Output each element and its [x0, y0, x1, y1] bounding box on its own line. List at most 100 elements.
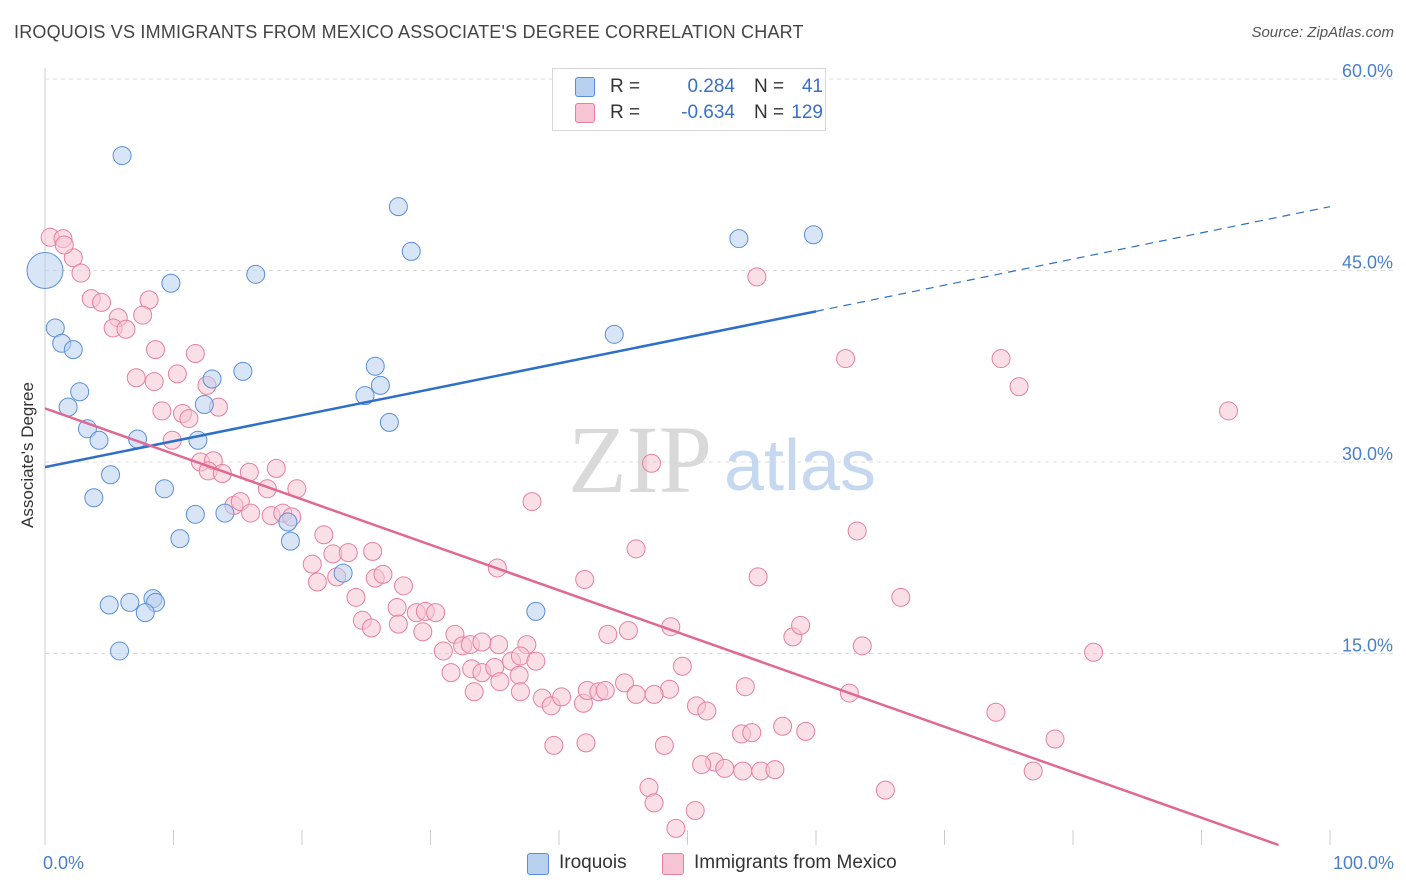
iroquois-point [401, 241, 421, 261]
mexico-point [852, 636, 872, 656]
mexico-point [387, 598, 407, 618]
iroquois-point [101, 465, 121, 485]
mexico-point [742, 723, 762, 743]
mexico-point [146, 340, 166, 360]
trend-lines [44, 206, 1331, 847]
mexico-point [692, 755, 712, 775]
mexico-point [426, 603, 446, 623]
iroquois-point [803, 225, 823, 245]
mexico-point [626, 684, 646, 704]
iroquois-point [355, 386, 375, 406]
mexico-point [598, 624, 618, 644]
mexico-point [71, 263, 91, 283]
tick-labels: 15.0% 30.0% 45.0% 60.0% 0.0% 100.0% [43, 61, 1394, 873]
mexico-point [644, 684, 664, 704]
mexico-point [644, 793, 664, 813]
legend: R = 0.284 N = 41 R = -0.634 N = 129 [552, 68, 826, 131]
mexico-point [510, 682, 530, 702]
mexico-point [167, 364, 187, 384]
mexico-point [1045, 729, 1065, 749]
legend-swatch-pink [575, 103, 595, 123]
legend-n-value: 129 [791, 102, 823, 123]
iroquois-point [110, 641, 130, 661]
iroquois-point [89, 430, 109, 450]
watermark-zip: ZIP [568, 406, 712, 513]
mexico-point [185, 343, 205, 363]
mexico-point [595, 681, 615, 701]
mexico-points [40, 227, 1238, 838]
mexico-point [441, 663, 461, 683]
iroquois-point [333, 563, 353, 583]
mexico-point [773, 716, 793, 736]
legend-swatch-blue [575, 77, 595, 97]
mexico-point [413, 622, 433, 642]
legend-r-label: R = [610, 76, 641, 97]
mexico-point [433, 641, 453, 661]
iroquois-point [388, 197, 408, 217]
iroquois-trend-extension [815, 206, 1331, 312]
mexico-point [552, 687, 572, 707]
legend-r-value: 0.284 [687, 76, 735, 97]
mexico-point [735, 677, 755, 697]
bottom-legend: Iroquois Immigrants from Mexico [0, 852, 1406, 878]
mexico-point [509, 665, 529, 685]
chart-title: IROQUOIS VS IMMIGRANTS FROM MEXICO ASSOC… [14, 22, 804, 42]
mexico-point [522, 492, 542, 512]
mexico-point [307, 572, 327, 592]
mexico-point [791, 615, 811, 635]
mexico-point [576, 733, 596, 753]
mexico-point [836, 349, 856, 369]
axes [44, 68, 1331, 845]
iroquois-point [280, 531, 300, 551]
iroquois-point [70, 382, 90, 402]
mexico-point [266, 458, 286, 478]
iroquois-point [155, 479, 175, 499]
mexico-point [92, 292, 112, 312]
mexico-point [747, 267, 767, 287]
mexico-point [363, 541, 383, 561]
mexico-point [544, 735, 564, 755]
mexico-point [373, 564, 393, 584]
mexico-point [672, 656, 692, 676]
mexico-point [54, 235, 74, 255]
mexico-point [314, 525, 334, 545]
iroquois-point [233, 361, 253, 381]
iroquois-point [246, 264, 266, 284]
legend-n-value: 41 [801, 76, 823, 97]
legend-n-label: N = [754, 102, 785, 123]
mexico-point [338, 543, 358, 563]
mexico-point [346, 587, 366, 607]
mexico-point [490, 672, 510, 692]
iroquois-point [26, 252, 64, 289]
mexico-point [241, 503, 261, 523]
watermark-atlas: atlas [724, 426, 876, 506]
mexico-point [144, 372, 164, 392]
watermark: ZIP atlas [568, 406, 876, 513]
mexico-point [986, 702, 1006, 722]
bottom-legend-swatch-pink [662, 853, 684, 875]
iroquois-point [84, 488, 104, 508]
mexico-point [575, 569, 595, 589]
mexico-point [626, 539, 646, 559]
mexico-point [991, 349, 1011, 369]
iroquois-point [379, 412, 399, 432]
mexico-point [654, 735, 674, 755]
mexico-point [394, 576, 414, 596]
mexico-point [179, 409, 199, 429]
iroquois-point [161, 273, 181, 293]
mexico-point [133, 305, 153, 325]
iroquois-point [63, 340, 83, 360]
mexico-point [697, 701, 717, 721]
mexico-point [875, 780, 895, 800]
mexico-point [891, 587, 911, 607]
mexico-point [464, 682, 484, 702]
mexico-point [526, 651, 546, 671]
y-tick-label: 60.0% [1342, 61, 1393, 81]
iroquois-point [729, 229, 749, 249]
iroquois-point [112, 146, 132, 166]
source-label: Source: ZipAtlas.com [1251, 24, 1394, 41]
mexico-point [748, 567, 768, 587]
mexico-point [642, 453, 662, 473]
bottom-legend-swatch-blue [527, 853, 549, 875]
mexico-trend-line [44, 407, 1280, 847]
